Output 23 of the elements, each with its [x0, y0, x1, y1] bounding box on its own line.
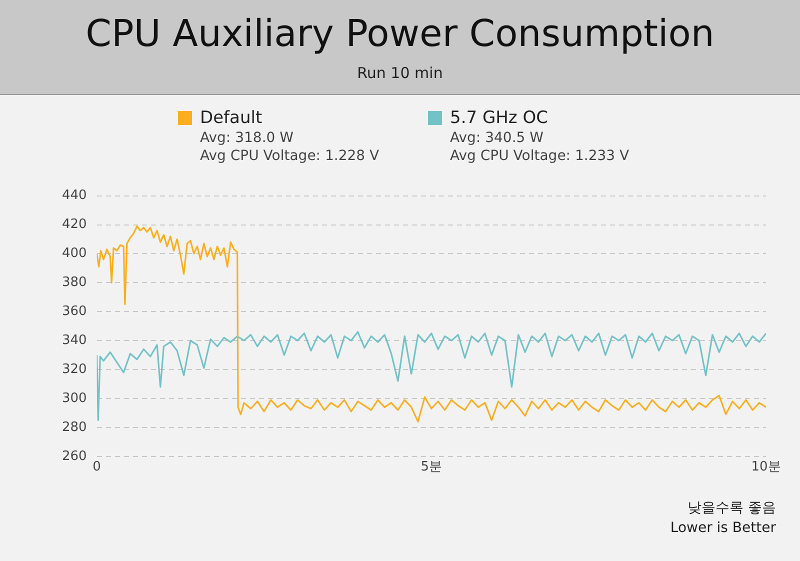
text: Avg CPU Voltage: 1.228 V: [200, 148, 380, 164]
y-tick-label: 340: [62, 332, 87, 348]
legend-label: 5.7 GHz OC: [450, 108, 548, 128]
y-tick-label: 440: [62, 188, 87, 204]
x-tick-label: 5분: [420, 460, 442, 475]
y-tick-label: 380: [62, 275, 87, 290]
y-tick-label: 260: [62, 448, 87, 464]
text: Lower is Better: [670, 519, 776, 538]
y-tick-label: 280: [62, 420, 87, 435]
text: Avg CPU Voltage: 1.233 V: [450, 148, 630, 164]
y-tick-label: 300: [62, 390, 87, 406]
legend-label: Default: [200, 108, 262, 128]
chart-subtitle: Run 10 min: [356, 64, 444, 82]
text: Avg: 318.0 W: [200, 130, 294, 146]
y-tick-label: 400: [62, 246, 87, 262]
y-tick-label: 420: [62, 217, 87, 232]
y-tick-label: 320: [62, 362, 87, 377]
text: Avg: 340.5 W: [450, 130, 544, 146]
chart-title: CPU Auxiliary Power Consumption: [84, 11, 716, 56]
x-tick-label: 0: [92, 460, 101, 475]
x-tick-label: 10분: [751, 460, 781, 475]
y-tick-label: 360: [62, 304, 87, 319]
text: 낮을수록 좋음: [686, 499, 776, 518]
